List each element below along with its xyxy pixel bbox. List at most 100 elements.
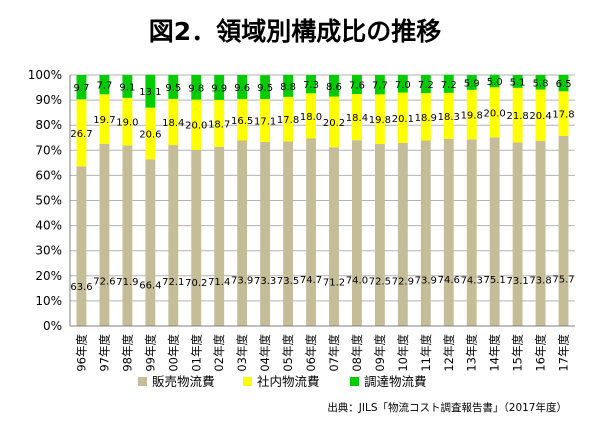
bar-segment — [558, 75, 569, 92]
bar-segment — [397, 92, 408, 144]
data-label: 63.6 — [70, 282, 92, 293]
x-tick-label: 03年度 — [235, 334, 249, 372]
data-label: 5.0 — [487, 77, 503, 88]
data-label: 20.2 — [323, 118, 345, 129]
y-tick-label: 70% — [35, 143, 62, 157]
bar-segment — [558, 91, 569, 136]
data-label: 72.1 — [162, 277, 184, 288]
bar-segment — [489, 74, 500, 88]
y-tick-label: 80% — [35, 118, 62, 132]
bar-segment — [76, 75, 87, 100]
legend-label: 販売物流費 — [152, 374, 215, 389]
data-label: 19.8 — [461, 111, 483, 122]
bar-segment — [191, 75, 202, 100]
data-label: 6.5 — [556, 79, 572, 90]
bar-segment — [76, 99, 87, 167]
x-tick-label: 15年度 — [511, 334, 525, 372]
bar-segment — [374, 75, 385, 95]
bar-segment — [443, 138, 454, 326]
data-label: 7.2 — [418, 80, 434, 91]
y-tick-label: 100% — [28, 68, 62, 82]
bar-segment — [466, 75, 477, 90]
source-note: 出典：JILS「物流コスト調査報告書」（2017年度） — [327, 401, 567, 414]
data-label: 71.2 — [323, 277, 345, 288]
data-label: 18.9 — [415, 113, 437, 124]
data-label: 5.8 — [533, 78, 549, 89]
bar-segment — [443, 92, 454, 139]
data-label: 73.3 — [254, 276, 276, 287]
bar-segment — [99, 75, 110, 95]
bar-segment — [489, 137, 500, 326]
legend-swatch — [350, 377, 359, 386]
data-label: 7.2 — [441, 80, 457, 91]
data-label: 75.1 — [484, 275, 506, 286]
data-label: 75.7 — [552, 274, 574, 285]
bar-segment — [512, 142, 523, 326]
legend-label: 調達物流費 — [364, 374, 427, 389]
bar-segment — [466, 139, 477, 326]
bar-segment — [283, 141, 294, 326]
data-label: 21.8 — [506, 111, 528, 122]
bar-segment — [535, 140, 546, 326]
bar-segment — [535, 75, 546, 90]
x-tick-label: 01年度 — [189, 334, 203, 372]
x-tick-label: 17年度 — [557, 334, 571, 372]
bar-segment — [214, 146, 225, 326]
x-tick-label: 04年度 — [258, 334, 272, 372]
bar-segment — [329, 147, 339, 326]
data-label: 7.6 — [349, 81, 365, 92]
x-tick-label: 16年度 — [534, 334, 548, 372]
bar-segment — [122, 75, 133, 98]
data-label: 7.7 — [96, 81, 112, 92]
bar-segment — [374, 144, 385, 326]
data-label: 17.8 — [277, 115, 299, 126]
bar-segment — [237, 140, 248, 326]
data-label: 8.8 — [280, 82, 296, 93]
data-label: 9.5 — [257, 83, 273, 94]
data-label: 5.9 — [464, 78, 480, 89]
legend-label: 社内物流費 — [257, 374, 320, 389]
data-label: 73.5 — [277, 276, 299, 287]
bar-segment — [535, 89, 546, 141]
x-axis: 96年度 97年度 98年度 99年度 00年度 01年度 02年度 03年度 04年度 05年度… — [70, 325, 575, 372]
bar-segment — [420, 75, 431, 94]
bar-segment — [168, 98, 179, 146]
bar-segment — [397, 143, 408, 326]
legend-swatch — [138, 377, 147, 386]
data-label: 7.0 — [395, 80, 411, 91]
bar-segment — [214, 75, 225, 100]
data-label: 17.1 — [254, 117, 276, 128]
bar-segment — [306, 93, 316, 139]
y-tick-label: 50% — [35, 194, 62, 208]
data-label: 5.1 — [510, 77, 526, 88]
x-tick-label: 99年度 — [143, 334, 157, 372]
data-label: 9.8 — [188, 83, 204, 94]
bar-segment — [168, 145, 179, 326]
bar-segment — [397, 75, 408, 93]
bar-segment — [466, 89, 477, 140]
y-axis: 0% 10% 20% 30% 40% 50% 60% 70% 80% 90% 100% — [28, 68, 71, 333]
bar-segment — [558, 135, 569, 326]
data-label: 9.7 — [74, 83, 90, 94]
bar-segment — [512, 75, 523, 88]
bar-segment — [168, 75, 179, 99]
bar-segment — [351, 140, 362, 326]
data-label: 18.0 — [300, 112, 322, 123]
chart-title: 図2．領域別構成比の推移 — [149, 17, 441, 46]
y-tick-label: 20% — [35, 269, 62, 283]
data-label: 73.9 — [231, 276, 253, 287]
x-tick-label: 07年度 — [327, 334, 341, 372]
data-label: 8.6 — [326, 82, 342, 93]
x-tick-label: 02年度 — [212, 334, 226, 372]
data-label: 72.6 — [93, 276, 115, 287]
data-label: 73.8 — [529, 276, 551, 287]
data-label: 72.9 — [392, 276, 414, 287]
data-label: 18.3 — [438, 112, 460, 123]
x-tick-label: 08年度 — [350, 334, 364, 372]
data-label: 20.0 — [484, 108, 506, 119]
bar-segment — [329, 75, 339, 97]
x-tick-label: 97年度 — [97, 334, 111, 372]
data-label: 74.3 — [461, 275, 483, 286]
bar-segment — [260, 99, 271, 143]
bar-segment — [145, 107, 156, 160]
